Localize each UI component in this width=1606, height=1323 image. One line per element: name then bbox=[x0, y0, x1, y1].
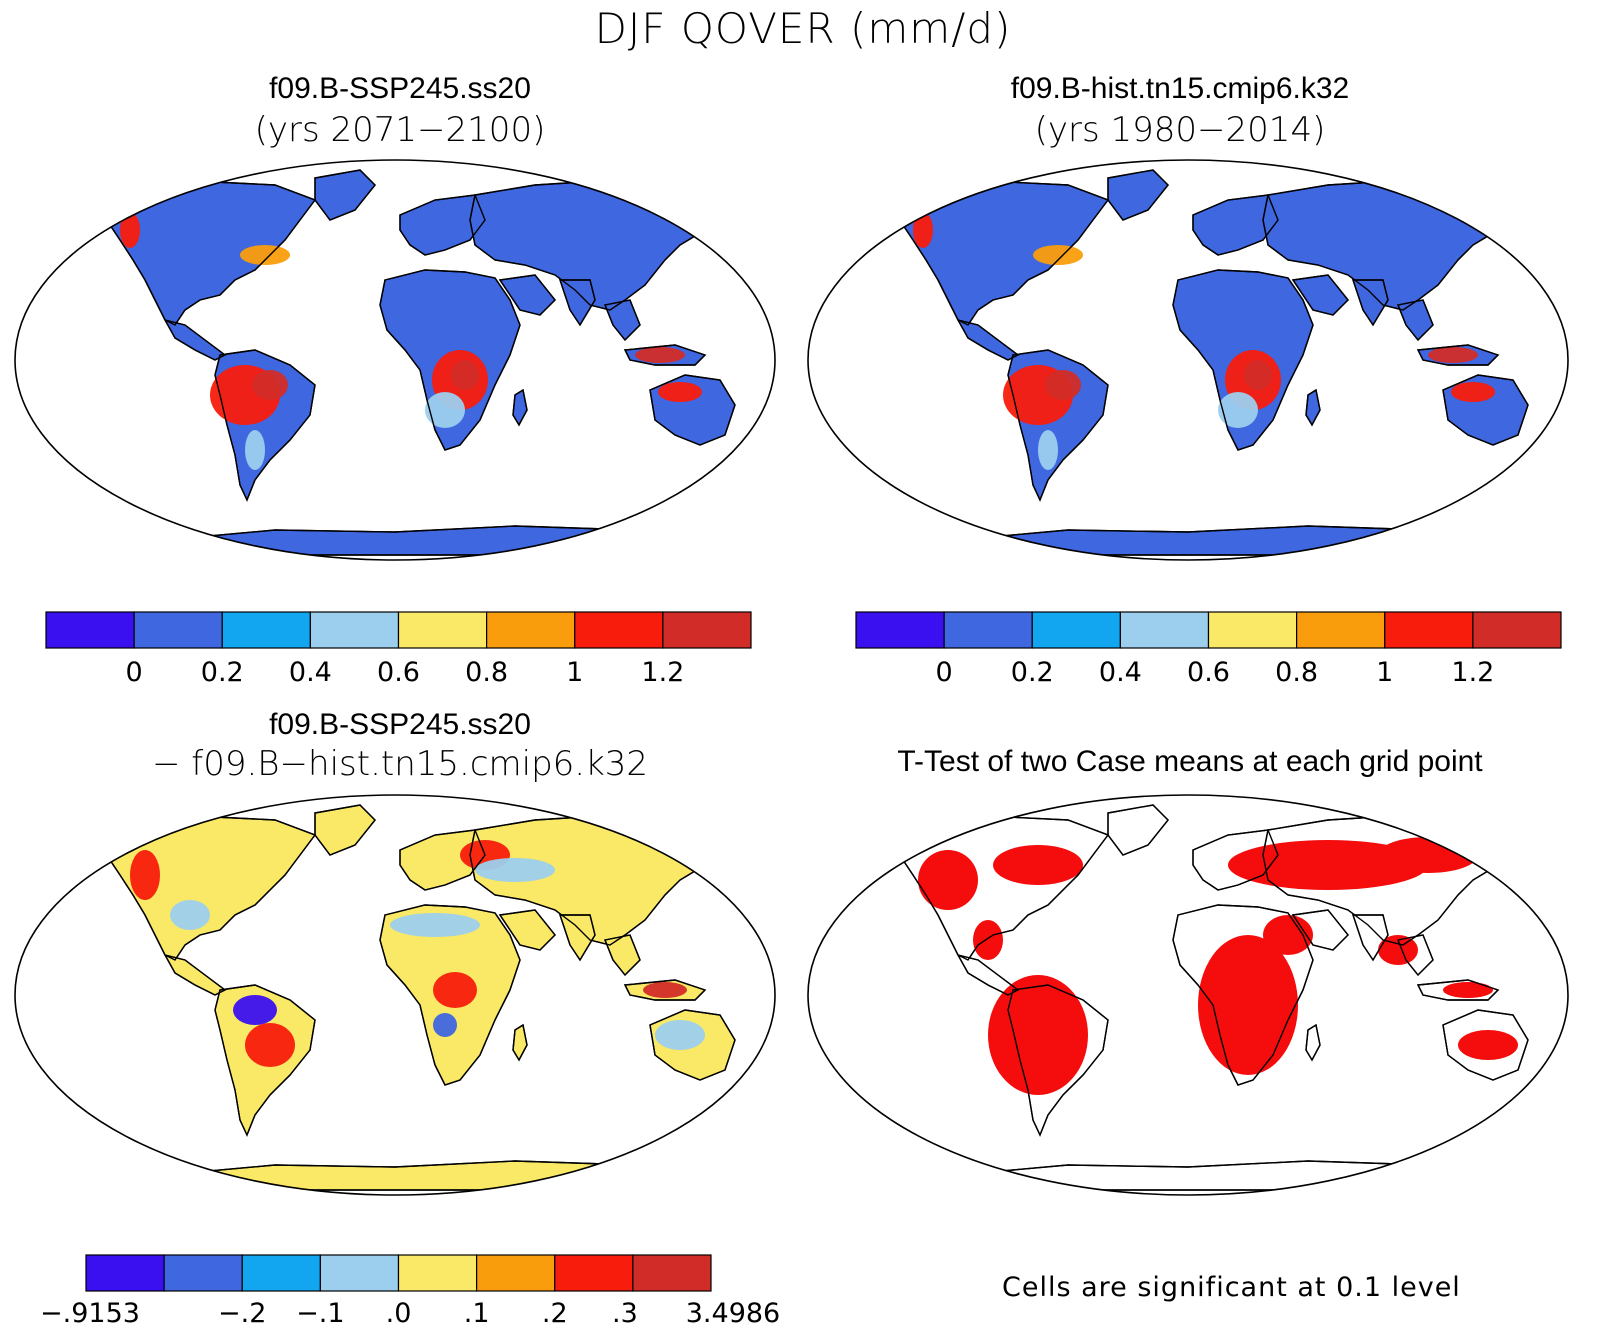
panel-subtitle-top-right: (yrs 1980−2014) bbox=[1034, 110, 1326, 150]
panel-title-bottom-left: f09.B-SSP245.ss20 bbox=[269, 708, 531, 741]
colorbar-swatch bbox=[662, 611, 752, 649]
colorbar-tick-label: −.2 bbox=[218, 1298, 266, 1323]
colorbar-swatch bbox=[397, 611, 488, 649]
colorbar-swatch bbox=[85, 1254, 165, 1292]
colorbar-swatch bbox=[1296, 611, 1386, 649]
colorbar-swatch bbox=[45, 611, 135, 649]
colorbar-tick-label: −.1 bbox=[296, 1298, 344, 1323]
colorbar-swatch bbox=[554, 1254, 634, 1292]
colorbar-tick-label: 1 bbox=[1376, 657, 1393, 688]
colorbar-swatch bbox=[163, 1254, 243, 1292]
figure-title: DJF QOVER (mm/d) bbox=[594, 4, 1012, 53]
colorbar-tick-label: .3 bbox=[612, 1298, 638, 1323]
colorbar-swatch bbox=[1119, 611, 1210, 649]
colorbar-top-right: 0 0.2 0.4 0.6 0.8 1 1.2 bbox=[855, 611, 1562, 688]
colorbar-swatch bbox=[855, 611, 945, 649]
map-frame bbox=[807, 159, 1569, 561]
panel-title-top-left: f09.B-SSP245.ss20 bbox=[269, 72, 531, 105]
colorbar-swatch bbox=[486, 611, 576, 649]
colorbar-swatch bbox=[1472, 611, 1562, 649]
panel-subtitle-top-left: (yrs 2071−2100) bbox=[254, 110, 546, 150]
panel-title-bottom-right: T-Test of two Case means at each grid po… bbox=[897, 745, 1483, 778]
colorbar-tick-label: −.9153 bbox=[40, 1298, 140, 1323]
colorbar-tick-label: 0.6 bbox=[377, 657, 420, 688]
colorbar-tick-label: 0 bbox=[126, 657, 143, 688]
significance-note: Cells are significant at 0.1 level bbox=[1002, 1272, 1461, 1303]
colorbar-tick-label: .0 bbox=[386, 1298, 412, 1323]
map-frame bbox=[14, 159, 776, 561]
map-frame bbox=[14, 794, 776, 1196]
colorbar-tick-label: 0.2 bbox=[201, 657, 244, 688]
colorbar-swatch bbox=[241, 1254, 321, 1292]
map-panel-0 bbox=[14, 159, 776, 561]
colorbar-tick-label: 1.2 bbox=[641, 657, 684, 688]
map-panel-2 bbox=[14, 794, 776, 1196]
colorbar-swatch bbox=[632, 1254, 712, 1292]
colorbar-tick-label: 0 bbox=[936, 657, 953, 688]
colorbar-swatch bbox=[397, 1254, 478, 1292]
panel-subtitle-bottom-left: − f09.B−hist.tn15.cmip6.k32 bbox=[151, 744, 649, 784]
panel-title-top-right: f09.B-hist.tn15.cmip6.k32 bbox=[1010, 72, 1350, 105]
colorbar-tick-label: .1 bbox=[464, 1298, 490, 1323]
colorbar-tick-label: 0.8 bbox=[465, 657, 508, 688]
colorbar-tick-label: 1 bbox=[566, 657, 583, 688]
colorbar-top-left: 0 0.2 0.4 0.6 0.8 1 1.2 bbox=[45, 611, 752, 688]
colorbar-swatch bbox=[574, 611, 664, 649]
map-panel-3 bbox=[807, 794, 1569, 1196]
colorbar-swatch bbox=[1031, 611, 1121, 649]
colorbar-swatch bbox=[309, 611, 400, 649]
colorbar-tick-label: 0.2 bbox=[1011, 657, 1054, 688]
colorbar-tick-label: 3.4986 bbox=[686, 1298, 780, 1323]
colorbar-swatch bbox=[221, 611, 311, 649]
map-frame bbox=[807, 794, 1569, 1196]
colorbar-swatch bbox=[943, 611, 1033, 649]
colorbar-swatch bbox=[133, 611, 223, 649]
colorbar-tick-label: .2 bbox=[542, 1298, 568, 1323]
colorbar-swatch bbox=[476, 1254, 556, 1292]
colorbar-bottom-left: −.9153 −.2 −.1 .0 .1 .2 .3 3.4986 bbox=[40, 1254, 780, 1323]
colorbar-tick-label: 0.6 bbox=[1187, 657, 1230, 688]
colorbar-swatch bbox=[319, 1254, 400, 1292]
colorbar-swatch bbox=[1384, 611, 1474, 649]
colorbar-tick-label: 0.4 bbox=[289, 657, 332, 688]
colorbar-tick-label: 0.8 bbox=[1275, 657, 1318, 688]
map-panel-1 bbox=[807, 159, 1569, 561]
colorbar-tick-label: 0.4 bbox=[1099, 657, 1142, 688]
colorbar-tick-label: 1.2 bbox=[1451, 657, 1494, 688]
colorbar-swatch bbox=[1207, 611, 1298, 649]
